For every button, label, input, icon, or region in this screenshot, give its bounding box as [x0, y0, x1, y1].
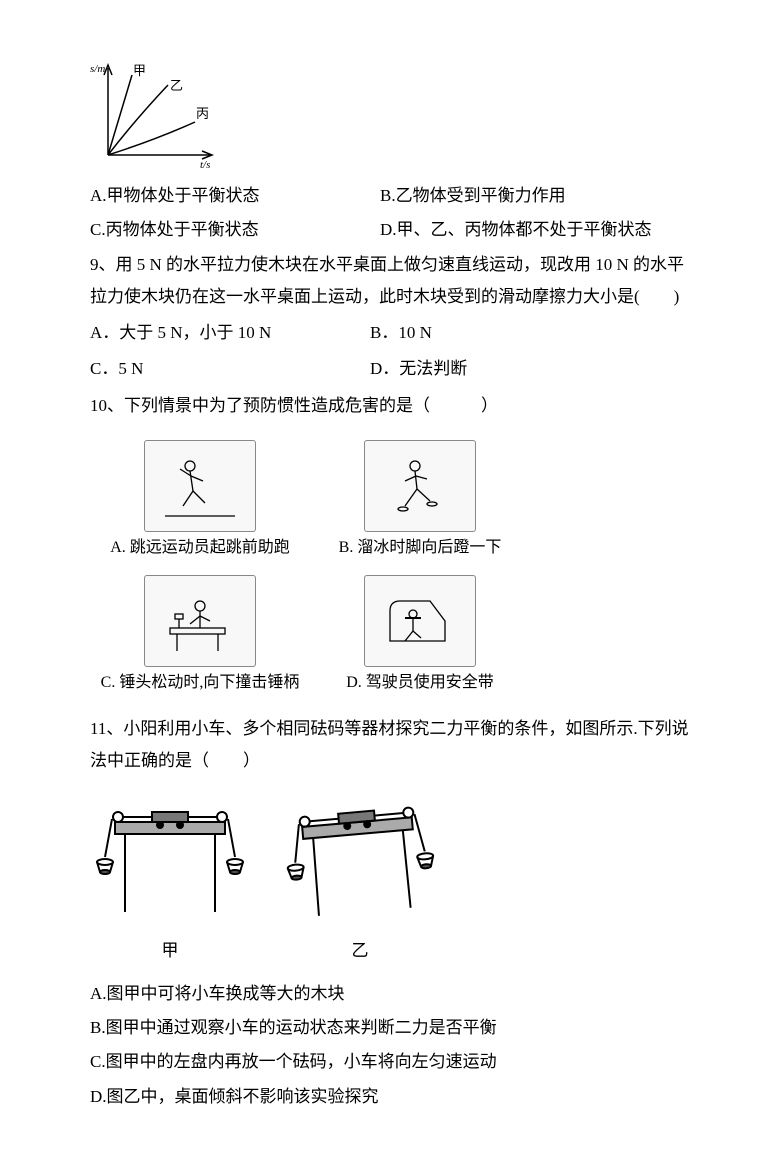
q8-option-b: B.乙物体受到平衡力作用	[380, 180, 566, 212]
q9-option-d: D．无法判断	[370, 353, 650, 385]
q10-cell-d: D. 驾驶员使用安全带	[320, 575, 520, 694]
q10-img-b	[364, 440, 476, 532]
q10-caption-d: D. 驾驶员使用安全带	[320, 672, 520, 694]
st-graph: s/m t/s 甲 乙 丙	[90, 60, 220, 170]
q11-label-yi: 乙	[280, 935, 440, 967]
q10-cell-c: C. 锤头松动时,向下撞击锤柄	[100, 575, 300, 694]
q11-text: 11、小阳利用小车、多个相同砝码等器材探究二力平衡的条件，如图所示.下列说法中正…	[90, 713, 690, 778]
q10-caption-c: C. 锤头松动时,向下撞击锤柄	[100, 672, 300, 694]
y-axis-label: s/m	[90, 63, 105, 75]
curve-jia: 甲	[133, 63, 146, 78]
q9-option-a: A．大于 5 N，小于 10 N	[90, 317, 370, 349]
q10-text: 10、下列情景中为了预防惯性造成危害的是（ ）	[90, 390, 690, 422]
q9-option-c: C．5 N	[90, 353, 370, 385]
q10-img-a	[144, 440, 256, 532]
q11-experiment: 甲	[90, 787, 690, 967]
q9-text: 9、用 5 N 的水平拉力使木块在水平桌面上做匀速直线运动，现改用 10 N 的…	[90, 249, 690, 314]
q11-exp-yi: 乙	[280, 787, 440, 967]
q11-option-a: A.图甲中可将小车换成等大的木块	[90, 978, 690, 1010]
q10-cell-a: A. 跳远运动员起跳前助跑	[100, 440, 300, 559]
q9-option-b: B．10 N	[370, 317, 650, 349]
q8-option-a: A.甲物体处于平衡状态	[90, 180, 350, 212]
q10-caption-b: B. 溜冰时脚向后蹬一下	[320, 537, 520, 559]
q11-exp-jia: 甲	[90, 787, 250, 967]
q8-option-d: D.甲、乙、丙物体都不处于平衡状态	[380, 214, 652, 246]
curve-yi: 乙	[170, 78, 183, 93]
curve-bing: 丙	[196, 106, 209, 121]
x-axis-label: t/s	[200, 159, 210, 170]
q11-option-b: B.图甲中通过观察小车的运动状态来判断二力是否平衡	[90, 1012, 690, 1044]
q8-options-row1: A.甲物体处于平衡状态 B.乙物体受到平衡力作用	[90, 180, 690, 212]
q10-cell-b: B. 溜冰时脚向后蹬一下	[320, 440, 520, 559]
q8-options-row2: C.丙物体处于平衡状态 D.甲、乙、丙物体都不处于平衡状态	[90, 214, 690, 246]
q10-image-grid: A. 跳远运动员起跳前助跑 B. 溜冰时脚向后蹬一下 C. 锤头松动时,向下撞击…	[90, 432, 540, 703]
q11-label-jia: 甲	[90, 935, 250, 967]
q10-caption-a: A. 跳远运动员起跳前助跑	[100, 537, 300, 559]
q8-option-c: C.丙物体处于平衡状态	[90, 214, 350, 246]
q9-options: A．大于 5 N，小于 10 N B．10 N C．5 N D．无法判断	[90, 315, 690, 388]
q10-img-d	[364, 575, 476, 667]
q10-img-c	[144, 575, 256, 667]
q11-option-d: D.图乙中，桌面倾斜不影响该实验探究	[90, 1081, 690, 1113]
q11-option-c: C.图甲中的左盘内再放一个砝码，小车将向左匀速运动	[90, 1046, 690, 1078]
